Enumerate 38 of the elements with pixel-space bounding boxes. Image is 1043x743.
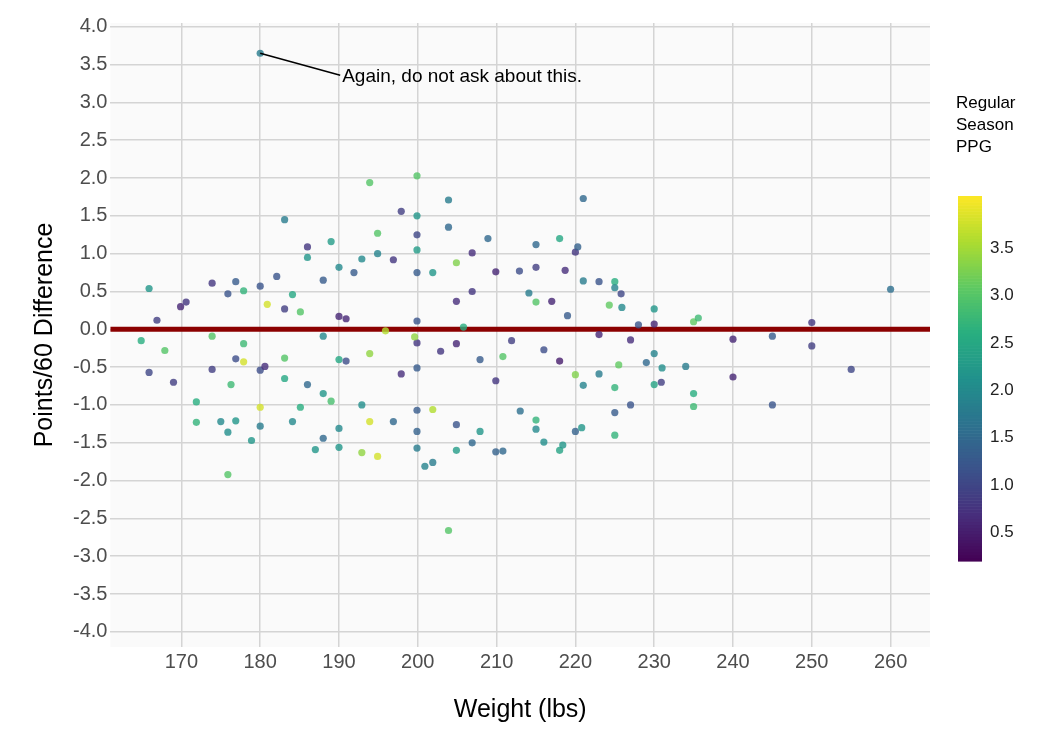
x-tick-label: 250 xyxy=(795,649,829,672)
x-tick-label: 200 xyxy=(401,649,435,672)
color-bar-label: 1.0 xyxy=(990,474,1014,494)
x-tick-label: 220 xyxy=(558,649,593,672)
y-tick-label: -2.0 xyxy=(72,468,108,491)
y-tick-label: 2.5 xyxy=(79,127,108,150)
color-bar-label: 2.0 xyxy=(990,380,1014,400)
color-bar-label: 1.5 xyxy=(990,427,1014,447)
y-tick-label: -3.5 xyxy=(72,581,108,604)
y-tick-label: 1.5 xyxy=(79,203,108,226)
color-bar-label: 3.5 xyxy=(990,237,1014,257)
color-bar-label: 0.5 xyxy=(990,522,1014,542)
y-tick-label: -2.5 xyxy=(72,505,108,528)
x-tick-label: 170 xyxy=(164,649,199,672)
y-tick-label: -4.0 xyxy=(72,619,108,642)
y-tick-label: 0.0 xyxy=(79,316,108,339)
y-axis-title: Points/60 Difference xyxy=(28,222,57,448)
y-tick-label: -3.0 xyxy=(72,543,108,566)
annotation: Again, do not ask about this. xyxy=(342,65,582,87)
y-tick-label: -0.5 xyxy=(72,354,108,377)
x-tick-label: 230 xyxy=(637,649,671,672)
y-tick-label: 3.5 xyxy=(79,52,108,75)
y-tick-label: 4.0 xyxy=(79,14,108,37)
y-tick-label: 2.0 xyxy=(79,165,108,188)
color-bar-label: 3.0 xyxy=(990,285,1014,305)
x-tick-label: 180 xyxy=(243,649,277,672)
x-tick-label: 210 xyxy=(479,649,514,672)
y-tick-label: -1.0 xyxy=(72,392,108,415)
y-tick-label: 3.0 xyxy=(79,89,108,112)
x-tick-label: 260 xyxy=(873,649,908,672)
color-bar-title: Regular Season PPG xyxy=(956,93,1016,156)
y-tick-label: 0.5 xyxy=(79,279,108,302)
x-tick-label: 240 xyxy=(716,649,750,672)
y-tick-label: -1.5 xyxy=(72,430,108,453)
x-tick-label: 190 xyxy=(322,649,356,672)
y-tick-label: 1.0 xyxy=(79,241,108,264)
color-bar-label: 2.5 xyxy=(990,332,1014,352)
x-axis-title: Weight (lbs) xyxy=(453,693,587,722)
